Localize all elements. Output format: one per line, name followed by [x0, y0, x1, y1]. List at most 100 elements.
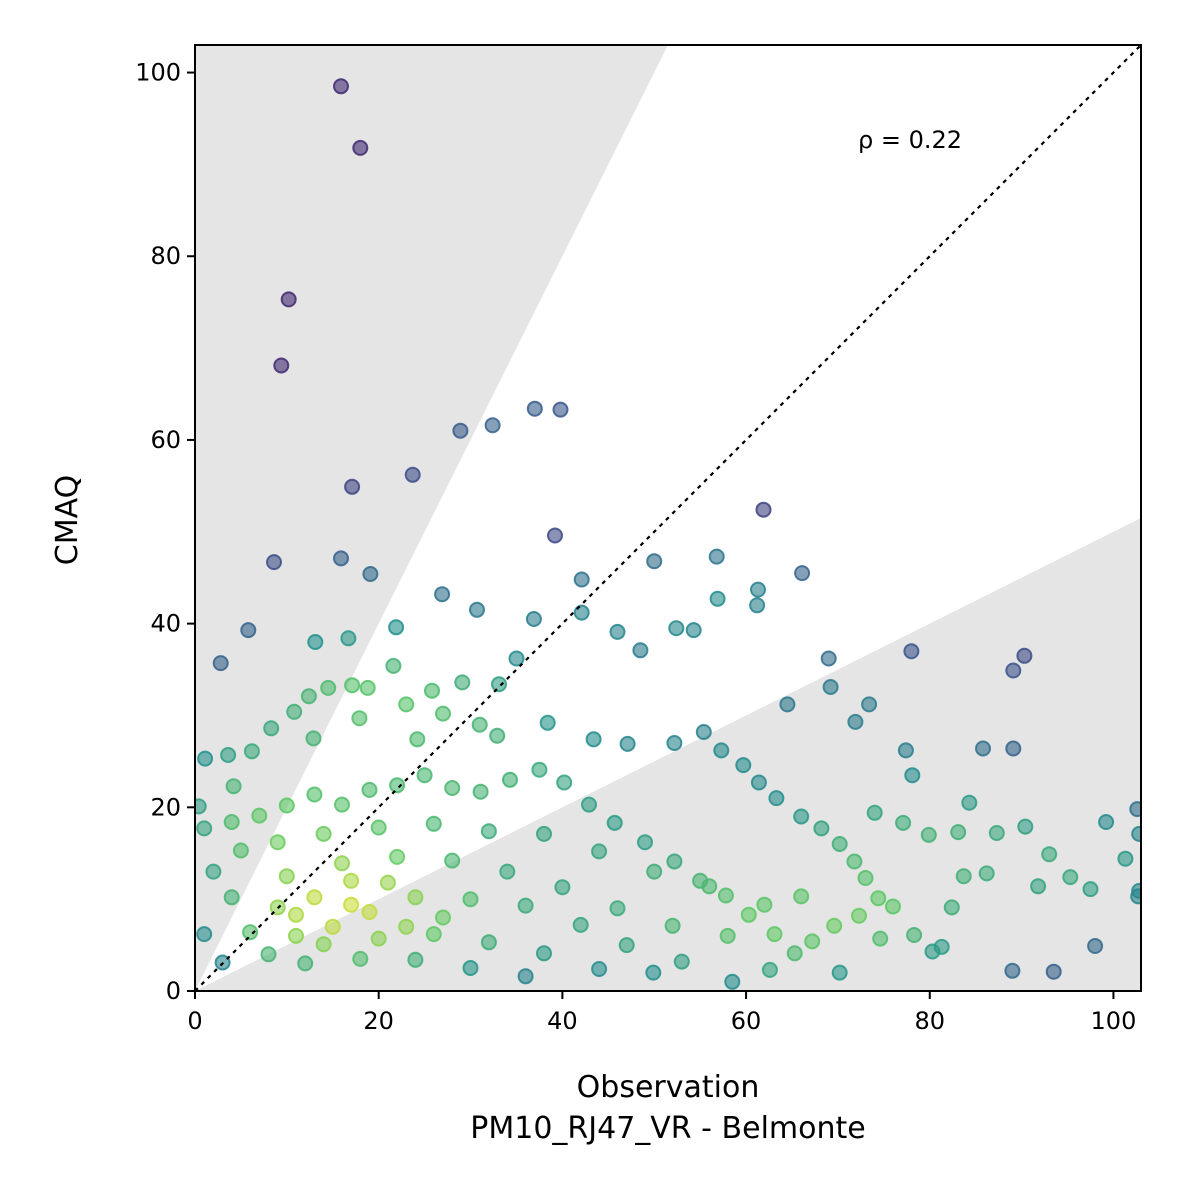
- data-point: [573, 571, 590, 588]
- data-point: [961, 794, 978, 811]
- data-point: [340, 630, 357, 647]
- data-point: [416, 767, 433, 784]
- data-point: [572, 916, 589, 933]
- data-point: [225, 778, 242, 795]
- data-point: [609, 900, 626, 917]
- data-point: [269, 834, 286, 851]
- x-axis-ticks: 0 20 40 60 80 100: [187, 991, 1136, 1035]
- factor-of-two-shading: [195, 45, 1141, 991]
- data-point: [352, 950, 369, 967]
- data-point: [904, 767, 921, 784]
- x-axis-sublabel: PM10_RJ47_VR - Belmonte: [470, 1111, 865, 1146]
- data-point: [846, 853, 863, 870]
- data-point: [820, 650, 837, 667]
- data-point: [1131, 825, 1141, 842]
- data-point: [452, 422, 469, 439]
- data-point: [552, 401, 569, 418]
- data-point: [906, 927, 923, 943]
- data-point: [425, 926, 442, 943]
- data-point: [480, 823, 497, 840]
- data-point: [288, 927, 304, 944]
- data-point: [278, 797, 295, 814]
- data-point: [755, 501, 772, 518]
- shade-upper: [195, 45, 668, 991]
- y-axis-ticks: 0 20 40 60 80 100: [135, 59, 195, 1005]
- data-point: [756, 896, 773, 913]
- data-point: [695, 724, 712, 740]
- data-point: [196, 926, 213, 943]
- data-point: [685, 622, 702, 639]
- data-point: [361, 781, 378, 798]
- data-point: [536, 825, 552, 842]
- data-point: [333, 78, 349, 95]
- data-point: [794, 565, 811, 582]
- data-point: [826, 917, 843, 934]
- plot-frame: [194, 44, 1142, 992]
- data-point: [508, 650, 525, 667]
- data-point: [280, 291, 297, 308]
- data-point: [361, 904, 378, 920]
- data-point: [480, 934, 497, 951]
- data-point: [407, 951, 424, 968]
- data-point: [766, 926, 783, 943]
- data-point: [425, 815, 442, 832]
- y-tick-label: 60: [150, 426, 181, 454]
- data-point: [444, 852, 461, 869]
- data-point: [307, 634, 324, 650]
- data-point: [1062, 869, 1079, 886]
- data-point: [646, 863, 663, 880]
- data-point: [260, 946, 277, 963]
- data-point: [306, 786, 323, 803]
- data-point: [251, 807, 268, 824]
- data-point: [434, 586, 451, 603]
- data-point: [531, 761, 548, 778]
- reference-line: [195, 45, 1141, 991]
- data-point: [606, 814, 623, 831]
- data-point: [708, 548, 725, 565]
- data-point: [885, 898, 901, 915]
- data-point: [462, 960, 479, 976]
- data-point: [1017, 818, 1034, 835]
- data-point: [1005, 740, 1022, 757]
- data-point: [740, 906, 757, 923]
- data-point: [462, 891, 479, 908]
- y-tick-label: 20: [150, 793, 181, 821]
- data-point: [539, 714, 556, 731]
- data-point: [920, 826, 937, 843]
- data-point: [306, 889, 323, 906]
- data-point: [324, 918, 341, 935]
- data-point: [870, 890, 887, 907]
- data-point: [673, 953, 690, 970]
- data-point: [547, 527, 563, 544]
- data-point: [591, 961, 608, 977]
- data-point: [502, 771, 518, 788]
- data-point: [632, 642, 649, 659]
- data-point: [793, 808, 810, 825]
- data-point: [398, 918, 415, 935]
- data-point: [315, 936, 332, 953]
- data-point: [750, 581, 766, 598]
- data-point: [804, 933, 821, 950]
- x-tick-label: 60: [731, 1007, 762, 1035]
- data-point: [1041, 846, 1058, 863]
- data-point: [489, 727, 506, 744]
- data-point: [1087, 938, 1104, 954]
- data-point: [333, 550, 349, 567]
- data-point: [517, 968, 534, 985]
- data-point: [591, 843, 608, 860]
- data-point: [646, 553, 663, 570]
- data-point: [499, 863, 516, 880]
- data-point: [1016, 647, 1033, 664]
- data-point: [619, 735, 636, 752]
- data-point: [609, 623, 626, 640]
- x-tick-label: 80: [914, 1007, 945, 1035]
- data-point: [1131, 882, 1141, 899]
- data-point: [300, 688, 317, 705]
- data-point: [278, 868, 295, 885]
- data-point: [435, 705, 451, 722]
- data-point: [786, 945, 803, 962]
- data-point: [618, 937, 635, 954]
- data-point: [404, 466, 421, 483]
- data-point: [297, 955, 314, 972]
